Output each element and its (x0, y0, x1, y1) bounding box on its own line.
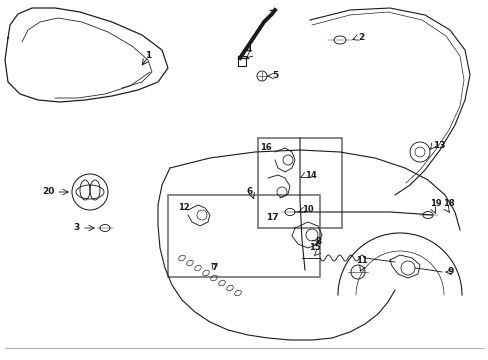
Text: 20: 20 (42, 188, 55, 197)
Text: 8: 8 (314, 238, 321, 247)
Text: 7: 7 (211, 264, 218, 273)
Text: 6: 6 (246, 188, 253, 197)
Text: 5: 5 (271, 72, 278, 81)
Text: 19: 19 (429, 199, 441, 208)
Bar (258, 138, 341, 228)
Text: 13: 13 (432, 140, 445, 149)
Text: 14: 14 (305, 171, 316, 180)
Text: 17: 17 (265, 213, 278, 222)
Text: 2: 2 (357, 33, 364, 42)
Text: 9: 9 (447, 267, 453, 276)
Bar (168, 195, 319, 277)
Text: 16: 16 (260, 144, 271, 153)
Text: 11: 11 (355, 256, 367, 265)
Text: 10: 10 (302, 206, 313, 215)
Text: 18: 18 (442, 199, 454, 208)
Text: 4: 4 (245, 45, 251, 54)
Text: 15: 15 (308, 243, 320, 252)
Text: 12: 12 (178, 203, 189, 212)
Text: 1: 1 (144, 50, 151, 59)
Text: 3: 3 (74, 224, 80, 233)
